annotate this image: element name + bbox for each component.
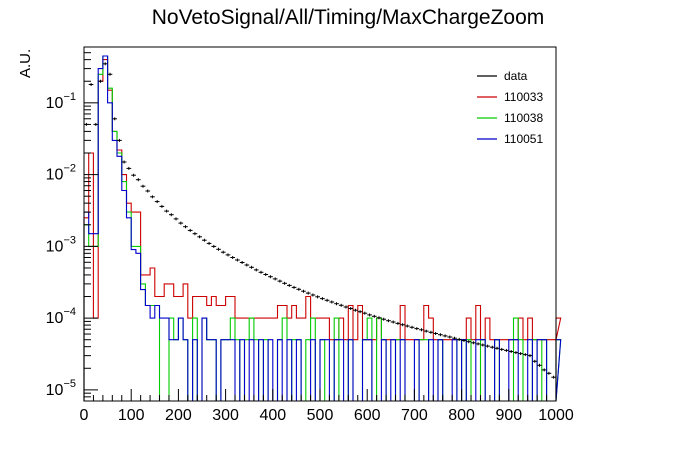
legend-label-data: data: [504, 69, 528, 83]
y-axis-title: A.U.: [17, 49, 34, 78]
x-tick-label: 400: [259, 407, 286, 424]
x-tick-label: 100: [118, 407, 145, 424]
legend-label-110033: 110033: [504, 90, 543, 104]
x-tick-label: 300: [212, 407, 239, 424]
x-tick-label: 500: [307, 407, 334, 424]
chart-title: NoVetoSignal/All/Timing/MaxChargeZoom: [152, 6, 545, 29]
legend-label-110038: 110038: [504, 111, 543, 125]
x-tick-label: 600: [354, 407, 381, 424]
legend: data 110033 110038 110051: [477, 69, 543, 146]
x-tick-label: 0: [80, 407, 89, 424]
series-data-markers: [84, 62, 556, 379]
x-tick-label: 800: [448, 407, 475, 424]
x-tick-label: 700: [401, 407, 428, 424]
x-tick-label: 1000: [538, 407, 574, 424]
x-tick-label: 900: [495, 407, 522, 424]
x-tick-label: 200: [165, 407, 192, 424]
legend-label-110051: 110051: [504, 132, 543, 146]
